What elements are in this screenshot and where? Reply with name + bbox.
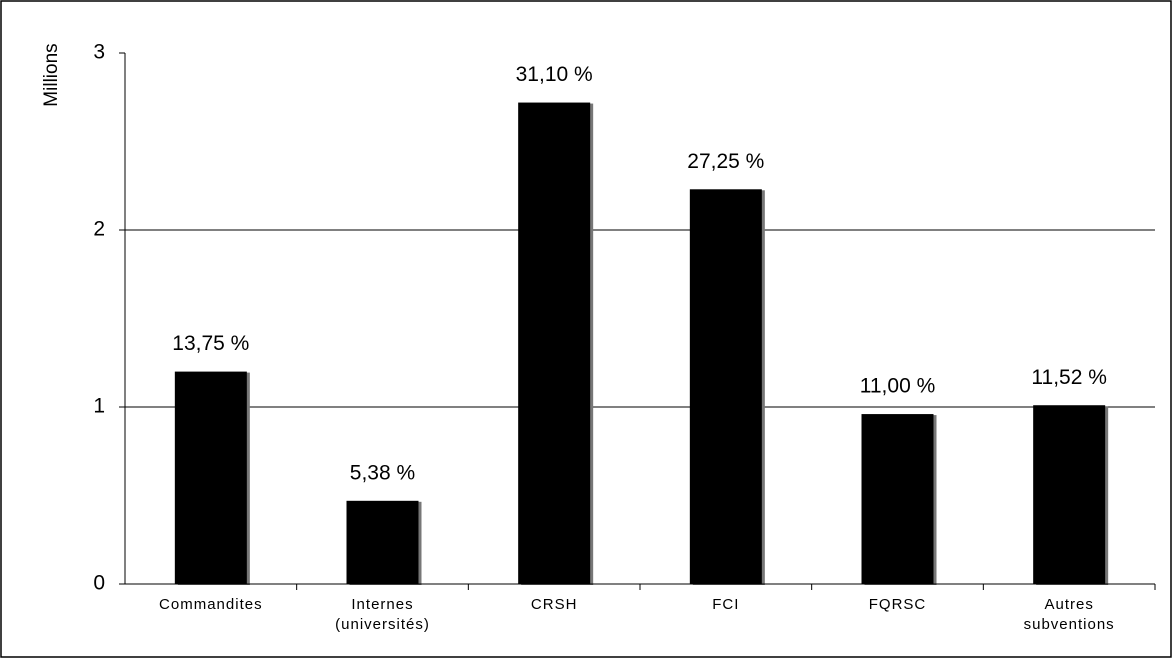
y-axis-title: Millions [41, 43, 62, 106]
x-tick-label: FCI [712, 596, 739, 613]
bar [346, 500, 419, 584]
data-label: 27,25 % [687, 150, 764, 173]
x-tick-label: (universités) [335, 616, 430, 633]
x-tick-label: Autres [1044, 596, 1093, 613]
y-tick-label: 3 [93, 41, 105, 64]
data-label: 11,00 % [860, 375, 936, 398]
bar [518, 102, 591, 584]
x-tick-label: Internes [351, 596, 413, 613]
bar [174, 371, 247, 584]
data-label: 5,38 % [350, 461, 415, 484]
data-label: 11,52 % [1031, 366, 1107, 389]
x-tick-label: CRSH [531, 596, 578, 613]
x-tick-label: subventions [1024, 616, 1115, 633]
data-label: 31,10 % [516, 63, 593, 86]
y-tick-label: 2 [93, 218, 105, 241]
bar [689, 189, 762, 585]
y-tick-label: 1 [93, 395, 105, 418]
data-label: 13,75 % [172, 332, 249, 355]
bar [861, 414, 934, 584]
x-tick-label: FQRSC [869, 596, 927, 613]
bar [1033, 405, 1106, 584]
x-tick-label: Commandites [159, 596, 263, 613]
y-tick-label: 0 [93, 572, 105, 595]
